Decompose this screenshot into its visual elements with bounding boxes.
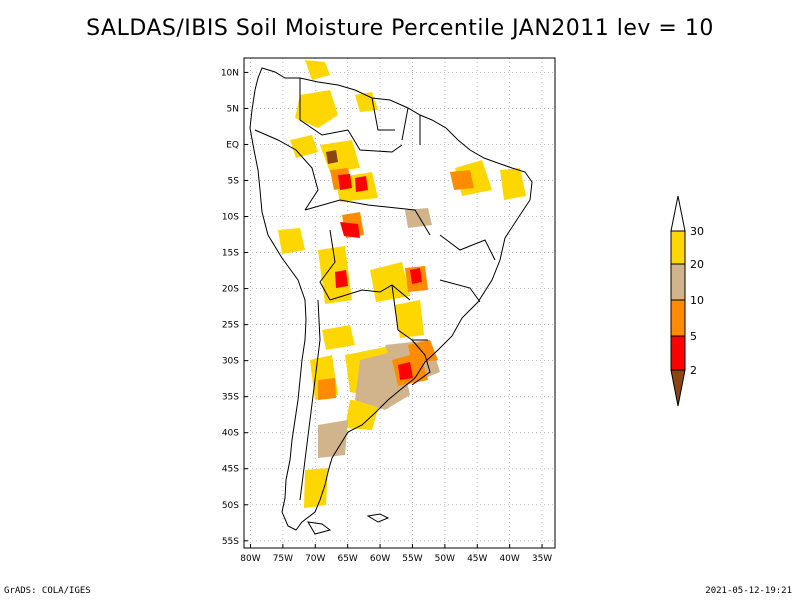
- inner-border: [411, 339, 431, 386]
- map-title: SALDAS/IBIS Soil Moisture Percentile JAN…: [86, 16, 714, 41]
- lat-tick-label: 40S: [222, 429, 239, 439]
- inner-border: [304, 199, 431, 236]
- lon-tick-label: 50W: [435, 554, 455, 564]
- lon-tick-label: 70W: [305, 554, 325, 564]
- inner-border: [299, 299, 321, 501]
- inner-border: [329, 284, 411, 301]
- lat-tick-label: 10N: [221, 68, 239, 78]
- shade-patch: [335, 270, 348, 288]
- longitude-axis: 80W 75W 70W 65W 60W 55W 50W 45W 40W 35W: [240, 544, 552, 564]
- lon-tick-label: 65W: [337, 554, 357, 564]
- lat-tick-label: 20S: [222, 285, 239, 295]
- inner-border: [347, 129, 403, 153]
- inner-border: [439, 279, 481, 303]
- legend-swatch: [670, 230, 686, 265]
- lon-tick-label: 60W: [370, 554, 390, 564]
- shade-patch: [345, 400, 380, 430]
- inner-border: [371, 97, 395, 131]
- legend-label: 5: [690, 330, 697, 343]
- inner-border: [439, 234, 496, 261]
- legend-label: 10: [690, 294, 704, 307]
- shade-patch: [500, 168, 526, 200]
- legend-swatch: [670, 335, 686, 371]
- inner-border: [391, 284, 428, 341]
- lon-tick-label: 75W: [273, 554, 293, 564]
- shade-patch: [398, 362, 413, 380]
- legend-arrow-bottom: [670, 369, 686, 407]
- lat-tick-label: 50S: [222, 501, 239, 511]
- soil-moisture-shading: [278, 60, 526, 508]
- shade-patch: [318, 420, 348, 458]
- shade-patch: [450, 170, 474, 190]
- shade-patch: [355, 176, 368, 192]
- shade-patch: [318, 378, 336, 400]
- shade-patch: [304, 468, 328, 508]
- legend-swatch: [670, 299, 686, 337]
- tierra-del-fuego: [307, 521, 332, 535]
- footer-credit: GrADS: COLA/IGES: [4, 586, 91, 596]
- color-legend: 2 5 10 20 30: [670, 195, 704, 407]
- inner-border: [254, 129, 319, 211]
- shade-patch: [318, 246, 352, 304]
- inner-border: [401, 107, 409, 141]
- south-america-coastline: [249, 67, 533, 531]
- lon-tick-label: 40W: [499, 554, 519, 564]
- shade-patch: [338, 174, 352, 190]
- lat-tick-label: 10S: [222, 213, 239, 223]
- lon-tick-label: 45W: [467, 554, 487, 564]
- shade-patch: [410, 268, 422, 284]
- shade-patch: [295, 90, 338, 128]
- lat-tick-label: 5S: [228, 177, 240, 187]
- legend-arrow-top: [670, 195, 686, 232]
- lat-tick-label: 35S: [222, 393, 239, 403]
- inner-border: [319, 229, 336, 301]
- shade-patch: [340, 222, 360, 238]
- map-frame: [243, 57, 556, 549]
- shade-patch: [326, 150, 338, 164]
- shade-patch: [395, 300, 424, 338]
- lat-tick-label: 45S: [222, 465, 239, 475]
- shade-patch: [290, 135, 318, 158]
- lat-tick-label: 55S: [222, 537, 239, 547]
- shade-patch: [320, 140, 360, 172]
- lon-tick-label: 80W: [240, 554, 260, 564]
- legend-label: 30: [690, 225, 704, 238]
- legend-label: 20: [690, 258, 704, 271]
- country-borders: [249, 67, 533, 535]
- map-gridlines: [244, 58, 555, 548]
- shade-patch: [405, 208, 432, 228]
- latitude-axis: 10N 5N EQ 5S 10S 15S 20S 25S 30S 35S 40S 45S 50S 55S: [221, 68, 248, 547]
- lat-tick-label: EQ: [226, 140, 239, 150]
- lon-tick-label: 55W: [402, 554, 422, 564]
- lat-tick-label: 25S: [222, 321, 239, 331]
- shade-patch: [305, 60, 330, 80]
- shade-patch: [322, 325, 355, 350]
- lon-tick-label: 35W: [532, 554, 552, 564]
- shade-patch: [370, 262, 410, 302]
- inner-border: [299, 78, 349, 136]
- legend-label: 2: [690, 364, 697, 377]
- footer-timestamp: 2021-05-12-19:21: [705, 586, 792, 596]
- lat-tick-label: 5N: [227, 104, 239, 114]
- lat-tick-label: 15S: [222, 249, 239, 259]
- shade-patch: [355, 92, 378, 112]
- lat-tick-label: 30S: [222, 357, 239, 367]
- falklands: [366, 513, 390, 523]
- shade-patch: [278, 228, 305, 254]
- legend-swatch: [670, 263, 686, 301]
